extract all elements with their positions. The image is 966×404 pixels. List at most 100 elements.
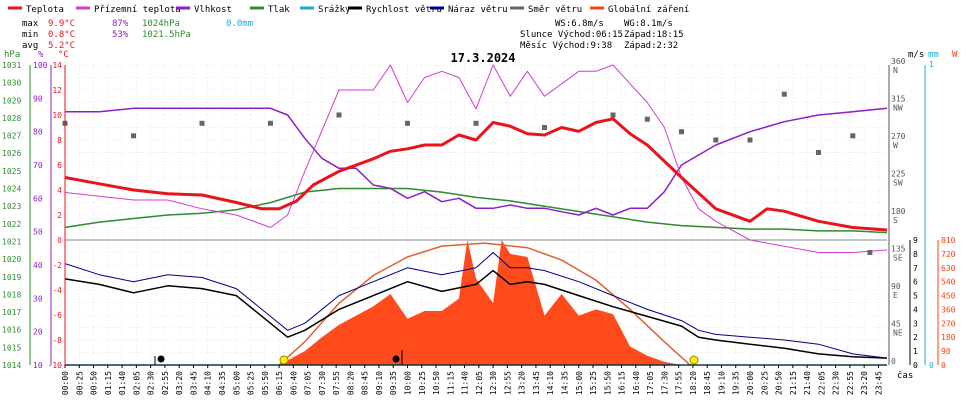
x-tick-label: 06:40 [289, 371, 298, 395]
hpa-tick-label: 1024 [2, 185, 21, 194]
hpa-tick-label: 1015 [2, 343, 21, 352]
pct-tick-label: 10 [33, 361, 43, 370]
moon-set-marker [157, 355, 165, 363]
radiation-layer [278, 240, 691, 366]
pct-tick-label: 70 [33, 161, 43, 170]
legend-label: Tlak [268, 5, 290, 15]
direction-compass-label: SE [893, 254, 903, 263]
direction-compass-label: SW [893, 179, 903, 188]
hpa-tick-label: 1014 [2, 361, 21, 370]
x-tick-label: 07:55 [332, 371, 341, 395]
chart-date-title: 17.3.2024 [450, 51, 515, 65]
x-tick-label: 22:55 [846, 371, 855, 395]
temp-tick-label: 0 [57, 236, 62, 245]
x-axis-labels: 00:00 00:25 00:50 01:15 01:40 02:05 02:30 02:55… [61, 365, 883, 395]
x-tick-label: 03:45 [189, 371, 198, 395]
stat-min-label: min [22, 30, 38, 40]
stat-avg-label: avg [22, 41, 38, 51]
x-tick-label: 05:50 [261, 371, 270, 395]
w-tick-label: 0 [941, 361, 946, 370]
sunset-marker [689, 355, 699, 365]
ms-tick-label: 9 [913, 236, 918, 245]
stats-block: max 9.9°C 87% 1024hPa 0.0mm min 0.8°C 53… [22, 19, 684, 51]
x-tick-label: 00:50 [90, 371, 99, 395]
temp-tick-label: -8 [52, 336, 62, 345]
stat-mesic: Měsíc Východ:9:38 [520, 41, 612, 51]
x-tick-label: 17:30 [660, 371, 669, 395]
x-tick-label: 02:30 [147, 371, 156, 395]
x-tick-label: 00:00 [61, 371, 70, 395]
series-line-rychlost-vetru [64, 269, 888, 359]
pct-tick-label: 20 [33, 328, 43, 337]
x-tick-label: 16:15 [618, 371, 627, 395]
direction-tick-label: 180 [891, 207, 906, 216]
x-tick-label: 08:45 [361, 371, 370, 395]
stat-max-rain: 0.0mm [226, 19, 253, 29]
series-line-teoreticke-zareni [278, 242, 691, 366]
ms-tick-label: 4 [913, 305, 918, 314]
x-tick-label: 01:40 [118, 371, 127, 395]
stat-max-temp: 9.9°C [48, 19, 75, 29]
stat-min-temp: 0.8°C [48, 30, 75, 40]
sun-moon-markers [154, 350, 699, 365]
x-tick-label: 20:00 [746, 371, 755, 395]
pct-tick-label: 40 [33, 261, 43, 270]
ms-tick-label: 2 [913, 333, 918, 342]
x-tick-label: 13:20 [518, 371, 527, 395]
hpa-tick-label: 1023 [2, 202, 21, 211]
x-tick-label: 18:45 [703, 371, 712, 395]
wind-direction-points [62, 91, 873, 255]
x-tick-label: 15:00 [575, 371, 584, 395]
direction-compass-label: S [893, 216, 898, 225]
mm-tick-label: 1 [929, 60, 934, 69]
direction-tick-label: 225 [891, 170, 906, 179]
series-line-prizemni-teplota [64, 64, 888, 253]
temp-tick-label: 6 [57, 161, 62, 170]
moon-rise-marker [392, 355, 400, 363]
mm-tick-label: 0 [929, 361, 934, 370]
x-tick-label: 15:50 [603, 371, 612, 395]
series-line-naraz-vetru [64, 252, 888, 359]
direction-tick-label: 0 [891, 357, 896, 366]
direction-tick-label: 135 [891, 245, 906, 254]
wind-direction-point [268, 120, 273, 126]
temp-tick-label: -2 [52, 261, 62, 270]
wind-direction-point [336, 112, 342, 118]
stat-max-hum: 87% [112, 19, 129, 29]
w-tick-label: 360 [941, 305, 956, 314]
hpa-tick-label: 1022 [2, 220, 21, 229]
temp-tick-label: 8 [57, 136, 62, 145]
x-tick-label: 23:45 [874, 371, 883, 395]
hpa-tick-label: 1017 [2, 308, 21, 317]
x-tick-label: 08:20 [346, 371, 355, 395]
wind-direction-point [199, 120, 205, 126]
temp-tick-label: 2 [57, 211, 62, 220]
temp-tick-label: -6 [52, 311, 62, 320]
axis-title-pct: % [38, 50, 44, 60]
series-line-teplota [64, 117, 888, 232]
wind-direction-point [610, 112, 616, 118]
axes: 1031103010291028102710261025102410231022… [2, 57, 956, 370]
x-tick-label: 02:05 [132, 371, 141, 395]
legend-label: Globální záření [608, 5, 689, 15]
legend-label: Vlhkost [194, 5, 232, 15]
axis-title-ms: m/s [908, 50, 924, 60]
direction-tick-label: 90 [891, 282, 901, 291]
x-tick-label: 12:30 [489, 371, 498, 395]
stat-max-press: 1024hPa [142, 19, 180, 29]
ms-tick-label: 3 [913, 319, 918, 328]
ms-tick-label: 6 [913, 278, 918, 287]
x-tick-label: 11:15 [446, 371, 455, 395]
legend-label: Teplota [26, 5, 64, 15]
x-tick-label: 15:25 [589, 371, 598, 395]
w-tick-label: 540 [941, 278, 956, 287]
hpa-tick-label: 1020 [2, 255, 21, 264]
x-tick-label: 17:05 [646, 371, 655, 395]
legend: Teplota Přízemní teplota Vlhkost Tlak Srážky… [8, 5, 689, 15]
w-tick-label: 630 [941, 264, 956, 273]
x-tick-label: 02:55 [161, 371, 170, 395]
direction-compass-label: NW [893, 104, 903, 113]
wind-direction-point [679, 129, 684, 135]
direction-tick-label: 270 [891, 132, 906, 141]
axis-title-hpa: hPa [4, 50, 20, 60]
